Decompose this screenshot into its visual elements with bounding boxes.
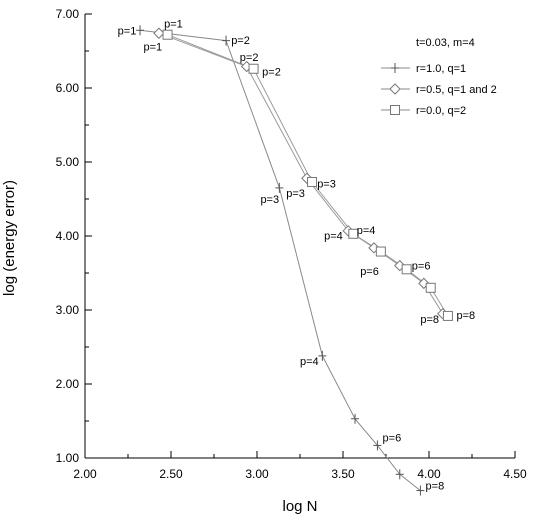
legend: t=0.03, m=4 r=1.0, q=1 r=0.5, q=1 and 2 r=… <box>381 37 497 117</box>
series-1-point <box>318 350 327 361</box>
point-label: p=1 <box>143 42 162 54</box>
series-1-point <box>373 440 382 451</box>
point-annotations: p=1p=1p=1p=2p=2p=2p=3 p=3p=3p=4p=4 p=4p=6p… <box>118 19 476 493</box>
x-tick-label: 4.00 <box>417 467 441 481</box>
axes <box>84 14 515 459</box>
x-axis-title: log N <box>282 498 317 515</box>
point-label: p=3 <box>260 194 279 206</box>
y-tick-label: 2.00 <box>56 377 80 391</box>
series-1-point <box>395 469 404 480</box>
x-tick-label: 3.50 <box>331 467 355 481</box>
series-1-point <box>275 182 284 193</box>
series-3-point <box>425 282 436 293</box>
series-line-1 <box>139 29 421 491</box>
point-label: p=8 <box>457 310 476 322</box>
tick-labels: 2.00 2.50 3.00 3.50 4.00 4.50 1.00 2.00 3.00 4.00… <box>56 7 527 481</box>
x-tick-label: 2.50 <box>159 467 183 481</box>
point-label: p=6 <box>383 432 402 444</box>
point-label: p=3 <box>317 178 336 190</box>
legend-marker-2 <box>389 83 401 95</box>
y-axis-title: log (energy error) <box>1 180 18 296</box>
y-tick-label: 5.00 <box>56 155 80 169</box>
series-3-point <box>307 176 318 187</box>
series-2-point <box>153 27 165 39</box>
point-label: p=2 <box>262 67 281 79</box>
point-label: p=8 <box>420 314 439 326</box>
series-3-point <box>248 63 259 74</box>
y-tick-label: 3.00 <box>56 303 80 317</box>
legend-label-1: r=1.0, q=1 <box>416 63 466 75</box>
y-tick-label: 4.00 <box>56 229 80 243</box>
legend-label-3: r=0.0, q=2 <box>416 105 466 117</box>
series-lines <box>139 29 449 491</box>
legend-marker-3 <box>390 105 400 115</box>
point-label: p=8 <box>426 480 445 492</box>
point-label: p=4 <box>324 230 343 242</box>
y-tick-label: 1.00 <box>56 451 80 465</box>
series-1-point <box>416 485 425 496</box>
point-label: p=4 <box>300 356 319 368</box>
point-label: p=4 <box>357 225 376 237</box>
point-label: p=1 <box>118 25 137 37</box>
series-1-point <box>136 25 145 36</box>
point-label: p=1 <box>164 19 183 31</box>
point-label: p=2 <box>231 35 250 47</box>
legend-label-2: r=0.5, q=1 and 2 <box>416 84 497 96</box>
x-tick-label: 2.00 <box>73 467 97 481</box>
y-tick-label: 6.00 <box>56 81 80 95</box>
series-1-point <box>222 35 231 46</box>
x-tick-label: 3.00 <box>245 467 269 481</box>
y-tick-label: 7.00 <box>56 7 80 21</box>
series-3-point <box>162 29 173 40</box>
point-label: p=3 <box>286 188 305 200</box>
legend-marker-1 <box>391 63 399 73</box>
point-label: p=6 <box>360 266 379 278</box>
x-tick-label: 4.50 <box>503 467 527 481</box>
series-3-point <box>442 310 453 321</box>
point-label: p=6 <box>412 261 431 273</box>
series-markers <box>136 25 453 496</box>
point-label: p=2 <box>240 52 259 64</box>
legend-header: t=0.03, m=4 <box>416 37 475 49</box>
series-3-point <box>348 228 359 239</box>
series-1-point <box>351 413 360 424</box>
series-3-point <box>401 264 412 275</box>
series-3-point <box>375 246 386 257</box>
tick-marks <box>84 13 516 459</box>
